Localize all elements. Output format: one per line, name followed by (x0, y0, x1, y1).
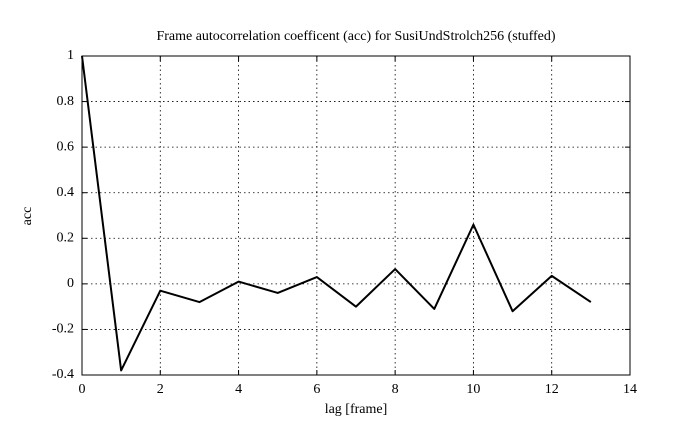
y-tick-label: 0.6 (57, 139, 75, 154)
data-line (81, 55, 592, 372)
x-tick-label: 12 (545, 382, 559, 397)
y-tick-label: 0.2 (57, 231, 75, 246)
x-tick-label: 2 (157, 382, 164, 397)
y-axis-label: acc (20, 207, 35, 226)
y-tick-label: -0.2 (52, 322, 74, 337)
x-tick-label: 6 (313, 382, 320, 397)
x-tick-label: 4 (235, 382, 242, 397)
y-tick-label: -0.4 (52, 367, 74, 382)
chart-title: Frame autocorrelation coefficent (acc) f… (156, 29, 555, 44)
y-tick-label: 0.4 (57, 185, 75, 200)
x-tick-label: 14 (623, 382, 637, 397)
x-axis-label: lag [frame] (325, 402, 388, 417)
plot-frame (81, 55, 631, 376)
y-tick-label: 1 (67, 48, 74, 63)
y-tick-label: 0.8 (57, 94, 75, 109)
y-tick-label: 0 (67, 276, 74, 291)
x-tick-label: 10 (466, 382, 480, 397)
x-tick-label: 0 (79, 382, 86, 397)
x-tick-label: 8 (392, 382, 399, 397)
